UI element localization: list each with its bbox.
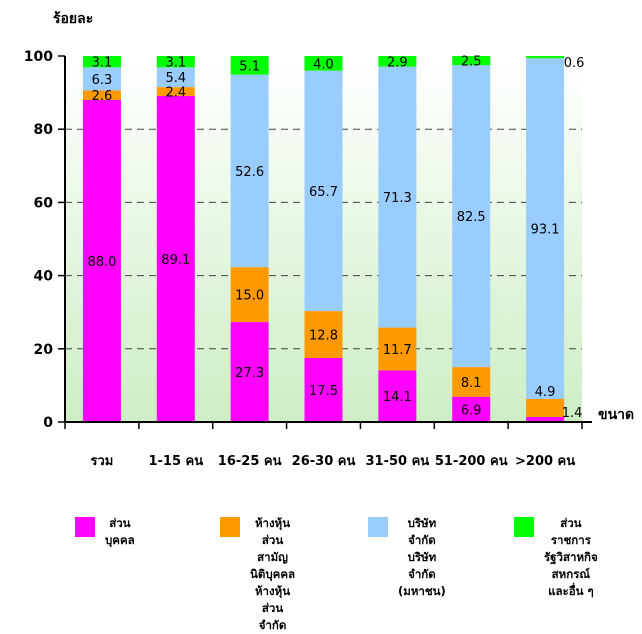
bar-segment: [156, 87, 195, 96]
legend-label-line: ส่วนราชการ: [550, 516, 591, 547]
data-label: 5.4: [165, 71, 186, 86]
data-label: 4.9: [535, 385, 556, 400]
y-tick-label: 60: [34, 195, 54, 211]
data-label: 27.3: [235, 366, 264, 381]
legend-label-line: ห้างหุ้นส่วน: [254, 584, 291, 615]
legend-label-line: ห้างหุ้นส่วนสามัญ: [254, 516, 291, 564]
bar-segment: [452, 65, 491, 368]
data-label: 89.1: [161, 253, 190, 268]
bar-segment: [526, 56, 565, 59]
x-tick-label: 1-15 คน: [148, 454, 203, 469]
legend-swatch: [368, 517, 388, 537]
data-label: 93.1: [531, 223, 560, 238]
bar-segment: [82, 99, 121, 423]
data-label: 0.6: [564, 56, 585, 71]
x-tick-label: >200 คน: [515, 454, 575, 469]
data-label: 15.0: [235, 289, 264, 304]
legend-label: ส่วนราชการรัฐวิสาหกิจสหกรณ์และอื่น ๆ: [544, 515, 598, 600]
bar-segment: [452, 396, 491, 422]
x-tick-label: 26-30 คน: [292, 454, 356, 469]
bar-segment: [156, 67, 195, 88]
legend-label: บริษัทจำกัด บริษัทจำกัด (มหาชน): [398, 515, 446, 600]
bar-segment: [378, 66, 417, 328]
bar-segment: [304, 311, 343, 358]
bar-segment: [230, 56, 269, 75]
bar-segment: [82, 56, 121, 68]
data-label: 11.7: [383, 343, 412, 358]
legend-swatch: [514, 517, 534, 537]
legend-label-line: รัฐวิสาหกิจ: [544, 550, 598, 564]
legend-label-line: (มหาชน): [398, 584, 446, 598]
legend-label-line: จำกัด: [258, 618, 287, 632]
data-label: 8.1: [461, 376, 482, 391]
bar-segment: [378, 370, 417, 422]
bar-segment: [304, 70, 343, 312]
legend-label: ส่วนบุคคล: [105, 515, 135, 549]
data-label: 2.4: [165, 86, 186, 101]
y-tick-label: 20: [34, 342, 54, 358]
data-label: 52.6: [235, 165, 264, 180]
bar-segment: [82, 90, 121, 100]
y-tick-label: 100: [24, 49, 53, 65]
bar-segment: [304, 357, 343, 422]
legend-label-line: บริษัทจำกัด: [407, 550, 437, 581]
data-label: 82.5: [457, 210, 486, 225]
x-axis-label: ขนาด: [598, 407, 635, 423]
data-label: 2.9: [387, 55, 408, 70]
bar-segment: [82, 67, 121, 91]
bar-segment: [304, 56, 343, 71]
bar-segment: [452, 56, 491, 66]
data-label: 17.5: [309, 384, 338, 399]
data-label: 1.4: [562, 406, 583, 421]
y-tick-label: 80: [34, 122, 54, 138]
data-label: 2.6: [92, 89, 113, 104]
x-tick-label: รวม: [90, 454, 113, 469]
data-label: 65.7: [309, 185, 338, 200]
legend-swatch: [75, 517, 95, 537]
y-tick-label: 0: [43, 415, 53, 431]
data-labels: 88.02.66.33.189.12.45.43.127.315.052.65.…: [87, 55, 584, 421]
bar-segment: [156, 56, 195, 68]
bar-segment: [526, 398, 565, 417]
data-label: 88.0: [87, 255, 116, 270]
y-axis-label: ร้อยละ: [53, 11, 94, 27]
x-tick-label: 31-50 คน: [366, 454, 430, 469]
bar-segment: [378, 327, 417, 371]
bar-segment: [230, 74, 269, 268]
axes: 0 20 40 60 80 100 รวม 1-15 คน 16-25 คน 26-30 คน 31…: [24, 49, 592, 469]
data-label: 3.1: [165, 56, 186, 71]
bar-segment: [230, 322, 269, 422]
legend-label-line: สหกรณ์: [551, 567, 591, 581]
bar-segment: [452, 367, 491, 397]
legend-label: ห้างหุ้นส่วนสามัญนิติบุคคลห้างหุ้นส่วนจำ…: [250, 515, 295, 634]
x-tick-label: 16-25 คน: [218, 454, 282, 469]
bar-segment: [526, 416, 565, 422]
legend-label-line: บริษัทจำกัด: [407, 516, 437, 547]
bar-segment: [230, 267, 269, 323]
data-label: 6.9: [461, 403, 482, 418]
bar-segment: [526, 58, 565, 399]
data-label: 14.1: [383, 390, 412, 405]
x-tick-label: 51-200 คน: [435, 454, 508, 469]
data-label: 12.8: [309, 329, 338, 344]
data-label: 6.3: [92, 73, 113, 88]
data-label: 2.5: [461, 55, 482, 70]
data-label: 71.3: [383, 191, 412, 206]
bar-segment: [378, 56, 417, 67]
data-label: 4.0: [313, 57, 334, 72]
legend-label-line: ส่วนบุคคล: [105, 516, 135, 547]
data-label: 5.1: [239, 59, 260, 74]
data-label: 3.1: [92, 56, 113, 71]
legend-label-line: และอื่น ๆ: [548, 584, 594, 598]
bar-segment: [156, 95, 195, 423]
stacked-bar-chart: 0 20 40 60 80 100 รวม 1-15 คน 16-25 คน 26-30 คน 31…: [24, 49, 592, 469]
y-tick-label: 40: [34, 269, 54, 285]
bars: [82, 56, 565, 423]
legend-label-line: นิติบุคคล: [250, 567, 296, 581]
legend-swatch: [220, 517, 240, 537]
